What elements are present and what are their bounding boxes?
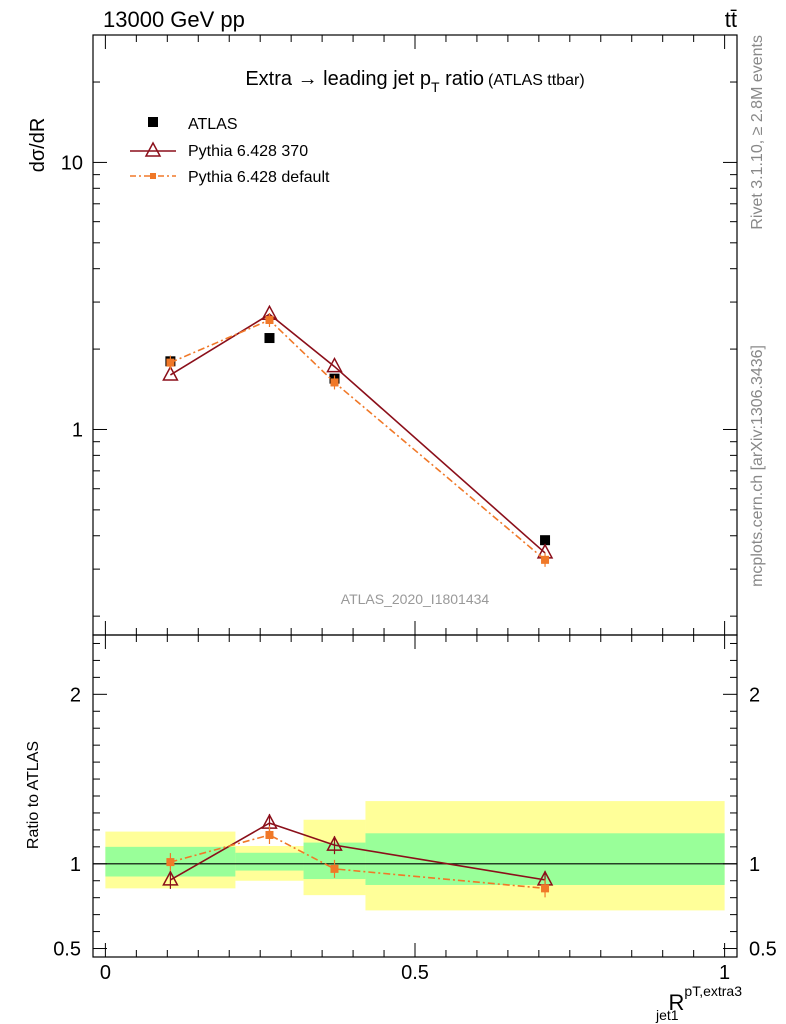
side-label-top: Rivet 3.1.10, ≥ 2.8M events — [749, 35, 766, 230]
atlas-point — [540, 535, 551, 546]
ratio-pythia-default-point — [265, 830, 274, 839]
main-ylabel: dσ/dR — [27, 118, 49, 173]
main-panel: 1 10 — [61, 34, 738, 636]
pythia-370-point — [162, 365, 179, 381]
atlas-point — [264, 333, 275, 344]
header-left: 13000 GeV pp — [103, 7, 245, 32]
legend-label-pythia-370: Pythia 6.428 370 — [188, 143, 308, 160]
main-ytick-label: 1 — [72, 419, 83, 441]
legend-marker-pythia-default — [150, 173, 156, 179]
pythia-370-point — [326, 356, 343, 373]
pythia-default-point — [541, 555, 550, 564]
ratio-pythia-370-point — [162, 870, 179, 886]
ratio-uncertainty-bands — [105, 801, 725, 911]
ratio-ytick-label-left: 0.5 — [53, 939, 81, 961]
title-text: Extra → leading jet p — [245, 68, 431, 90]
side-label-bottom: mcplots.cern.ch [arXiv:1306.3436] — [749, 345, 766, 587]
x-axis-label-main: R — [669, 990, 685, 1015]
header-right: tt̄ — [725, 7, 737, 32]
title-tail: ratio — [440, 68, 484, 90]
main-series-line — [170, 319, 546, 561]
ratio-ytick-label-right: 0.5 — [749, 939, 777, 961]
ratio-ytick-label-right: 2 — [749, 684, 760, 706]
pythia-default-point — [330, 378, 339, 387]
pythia-default-point — [166, 358, 175, 367]
ratio-pythia-default-point — [541, 884, 550, 893]
ratio-series-line — [170, 822, 546, 881]
ratio-ytick-label-left: 1 — [70, 854, 81, 876]
legend-label-atlas: ATLAS — [188, 116, 238, 133]
ratio-pythia-default-point — [166, 858, 175, 867]
pythia-default-point — [265, 316, 274, 325]
xtick-label: 1 — [719, 962, 730, 984]
title-note: (ATLAS ttbar) — [488, 72, 585, 89]
ratio-pythia-370-point — [326, 835, 343, 851]
x-axis-label: RpT,extra3 jet1 — [655, 983, 742, 1023]
main-ytick-label: 10 — [61, 152, 83, 174]
ratio-ylabel: Ratio to ATLAS — [25, 741, 42, 849]
main-series-line — [169, 313, 546, 554]
x-axis-label-sub: jet1 — [655, 1007, 679, 1023]
chart-title: Extra → leading jet pT ratio (ATLAS ttbar… — [245, 68, 584, 95]
ratio-band-inner — [235, 852, 304, 871]
legend: ATLAS Pythia 6.428 370 Pythia 6.428 defa… — [130, 116, 330, 186]
ratio-panel: 0.5 0.5 1 1 2 2 0 0.5 1 — [53, 634, 777, 984]
xtick-label: 0 — [100, 962, 111, 984]
title-subscript: T — [431, 79, 440, 95]
main-series-marks — [162, 304, 554, 567]
legend-marker-pythia-370 — [144, 141, 162, 157]
legend-label-pythia-default: Pythia 6.428 default — [188, 169, 330, 186]
x-axis-label-sup: pT,extra3 — [684, 983, 742, 999]
ratio-series-marks — [162, 813, 554, 898]
legend-marker-atlas — [148, 117, 158, 127]
ratio-ytick-label-right: 1 — [749, 854, 760, 876]
ratio-series-line — [170, 834, 546, 890]
ratio-ytick-label-left: 2 — [70, 684, 81, 706]
xtick-label: 0.5 — [401, 962, 429, 984]
analysis-watermark: ATLAS_2020_I1801434 — [341, 591, 490, 607]
ratio-pythia-default-point — [330, 864, 339, 873]
